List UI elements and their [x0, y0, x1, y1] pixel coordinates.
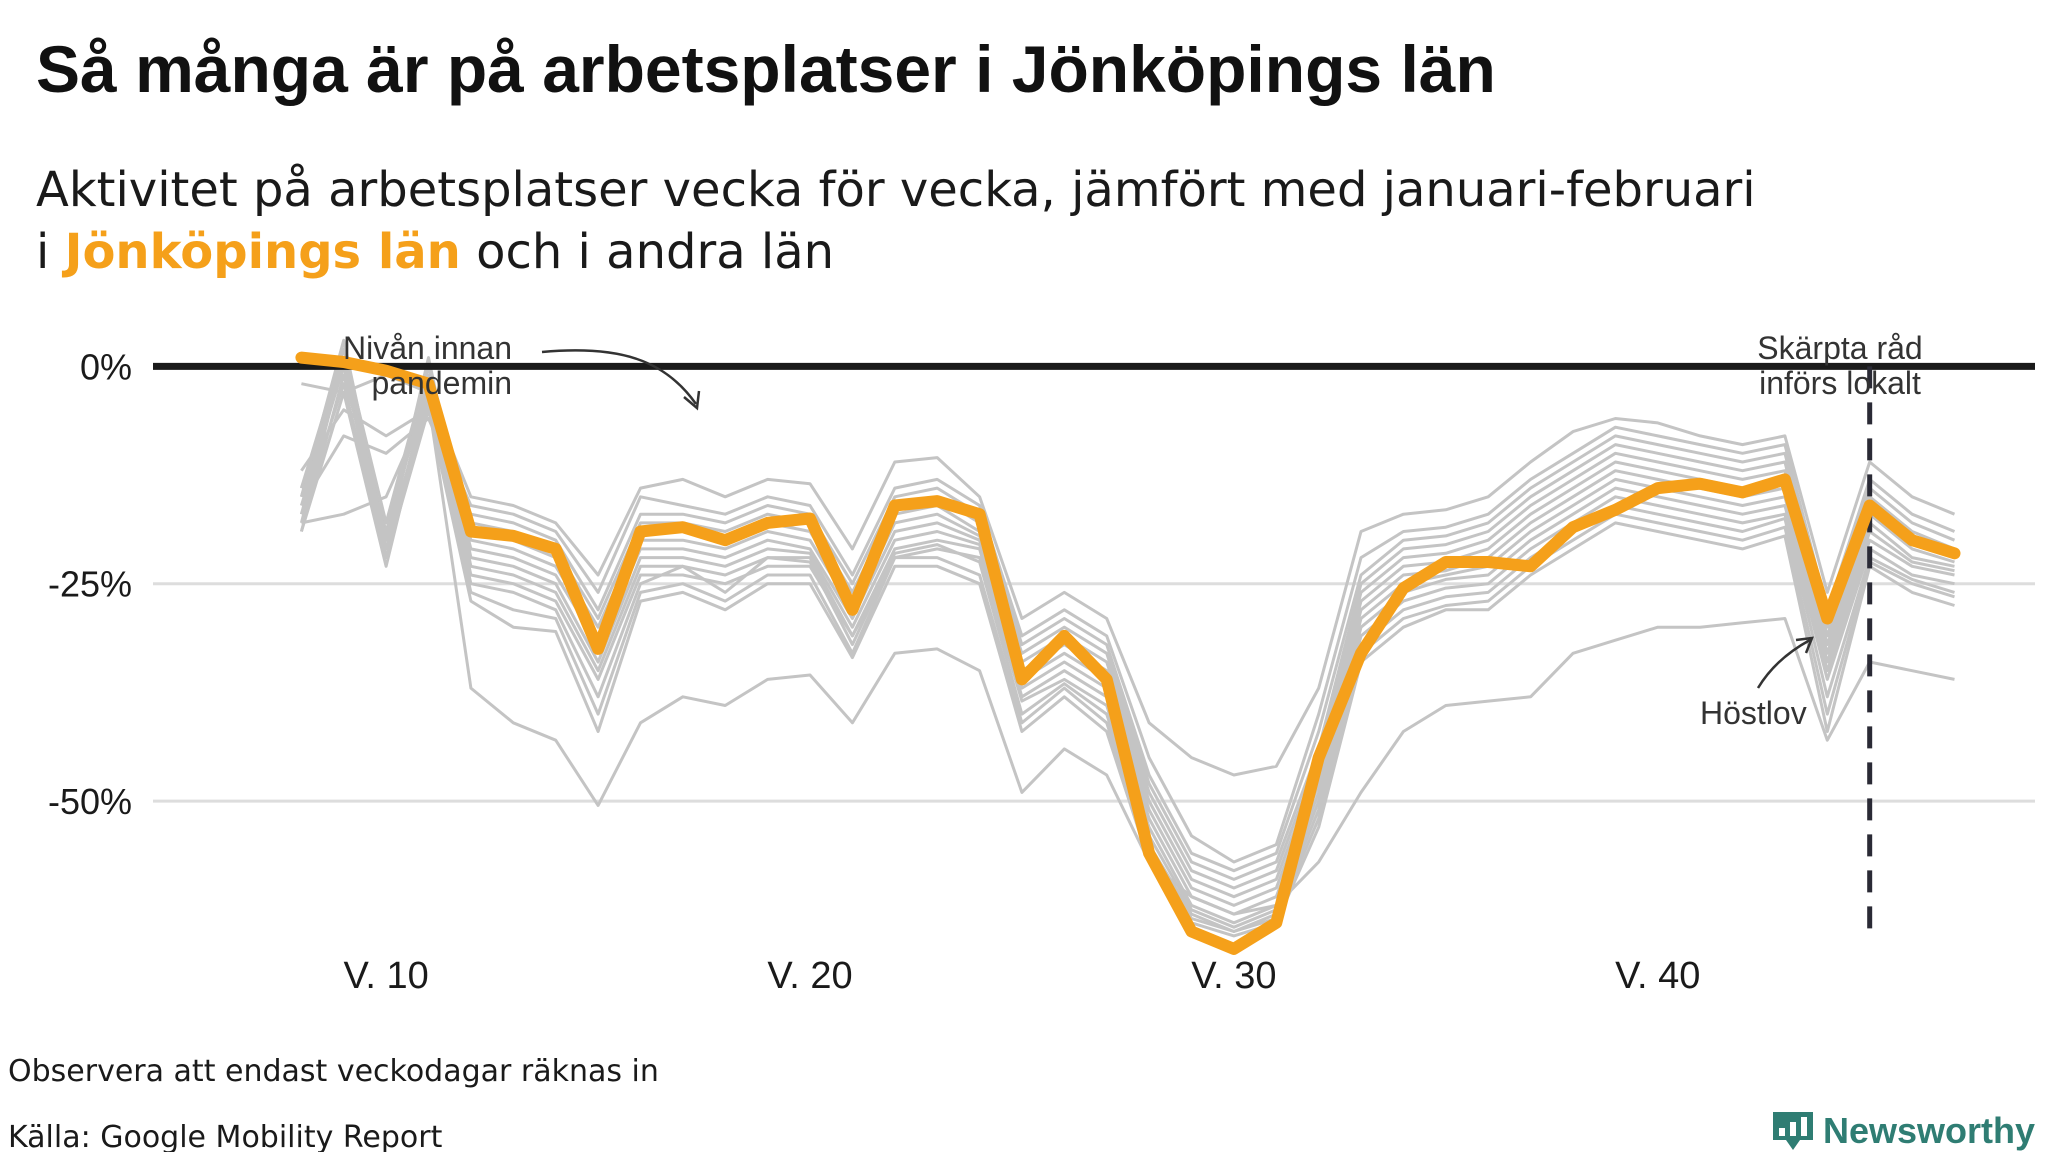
other-county-line	[300, 408, 1956, 864]
baseline-arrowhead	[683, 390, 701, 411]
y-axis-ticks: 0% -25% -50%	[48, 346, 132, 822]
other-county-line	[299, 364, 1955, 933]
baseline-annotation-line1: Nivån innan	[343, 330, 512, 366]
brand-logo-icon	[1773, 1112, 1813, 1150]
y-tick-label: -50%	[48, 781, 132, 822]
x-tick-label: V. 40	[1615, 955, 1700, 997]
baseline-annotation-line2: pandemin	[371, 365, 512, 401]
subtitle-highlight: Jönköpings län	[62, 224, 461, 280]
chart-subtitle-line1: Aktivitet på arbetsplatser vecka för vec…	[36, 162, 1756, 218]
other-county-line	[301, 373, 1956, 777]
other-counties-lines	[299, 338, 1956, 938]
restrictions-annotation-line1: Skärpta råd	[1757, 330, 1922, 366]
footer-source: Källa: Google Mobility Report	[8, 1120, 443, 1152]
other-county-line	[299, 356, 1955, 929]
highlight-series-line	[295, 351, 1961, 955]
x-tick-label: V. 30	[1191, 955, 1276, 997]
chart-subtitle-line2: i Jönköpings län och i andra län	[36, 224, 834, 280]
baseline-annotation-arrow	[541, 349, 698, 405]
holiday-annotation-arrow	[1756, 638, 1811, 689]
holiday-annotation: Höstlov	[1700, 695, 1807, 731]
footer-note: Observera att endast veckodagar räknas i…	[8, 1054, 659, 1089]
other-county-line	[299, 356, 1955, 916]
other-county-line	[299, 390, 1956, 890]
other-county-line	[299, 356, 1955, 933]
subtitle-suffix: och i andra län	[461, 224, 834, 280]
y-tick-label: -25%	[48, 564, 132, 605]
other-county-line	[300, 417, 1956, 873]
restrictions-annotation-line2: införs lokalt	[1759, 365, 1921, 401]
subtitle-prefix: i	[36, 224, 65, 280]
brand-name: Newsworthy	[1823, 1110, 2035, 1151]
y-tick-label: 0%	[80, 346, 132, 387]
holiday-arrowhead	[1795, 636, 1814, 654]
other-county-line	[299, 347, 1955, 925]
x-tick-label: V. 20	[767, 955, 852, 997]
other-county-line	[299, 364, 1955, 938]
x-axis-ticks: V. 10 V. 20 V. 30 V. 40	[344, 955, 1701, 997]
chart-title: Så många är på arbetsplatser i Jönköping…	[36, 32, 1496, 106]
x-tick-label: V. 10	[344, 955, 429, 997]
